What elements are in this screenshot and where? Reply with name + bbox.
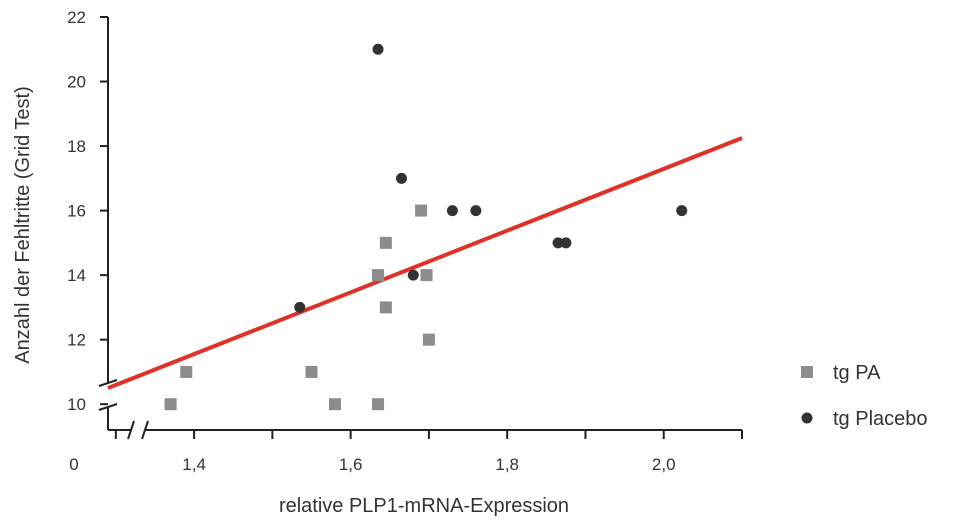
regression-layer xyxy=(107,136,743,390)
y-axis-break-mark xyxy=(98,379,118,387)
legend-label: tg PA xyxy=(833,362,881,384)
data-point-tg-pa xyxy=(180,365,193,378)
data-point-tg-placebo xyxy=(470,205,482,217)
axes: 10 12 14 16 18 20 22 1,4 1,6 1,8 2,0 0 relative PLP1… xyxy=(12,8,743,517)
y-tick-label: 18 xyxy=(67,137,86,156)
data-point-tg-pa xyxy=(305,365,318,378)
data-point-tg-pa xyxy=(379,301,392,314)
x-tick-label: 1,4 xyxy=(182,455,206,474)
y-tick-label: 16 xyxy=(67,202,86,221)
legend-marker xyxy=(801,366,813,378)
legend-label: tg Placebo xyxy=(833,408,928,430)
x-axis-break-mark xyxy=(141,420,149,440)
data-point-tg-placebo xyxy=(552,237,564,249)
x-axis-label: relative PLP1-mRNA-Expression xyxy=(279,495,569,517)
data-point-tg-placebo xyxy=(396,172,408,184)
x-origin-label: 0 xyxy=(69,455,78,474)
data-point-tg-pa xyxy=(372,398,385,411)
legend: tg PA tg Placebo xyxy=(801,362,928,430)
x-tick-label: 2,0 xyxy=(652,455,676,474)
data-point-tg-placebo xyxy=(372,43,384,55)
data-point-tg-pa xyxy=(415,204,428,217)
data-point-tg-placebo xyxy=(294,301,306,313)
y-tick-label: 20 xyxy=(67,73,86,92)
y-tick-label: 10 xyxy=(67,395,86,414)
y-axis-break-mark xyxy=(98,403,118,411)
data-point-tg-placebo xyxy=(407,269,419,281)
data-point-tg-placebo xyxy=(676,205,688,217)
data-point-tg-pa xyxy=(328,398,341,411)
x-tick-label: 1,8 xyxy=(495,455,519,474)
x-axis-break-mark xyxy=(127,420,135,440)
data-point-tg-pa xyxy=(422,333,435,346)
y-tick-label: 14 xyxy=(67,266,86,285)
points-layer xyxy=(164,43,688,411)
data-point-tg-pa xyxy=(379,236,392,249)
data-point-tg-pa xyxy=(164,398,177,411)
x-tick-label: 1,6 xyxy=(339,455,363,474)
data-point-tg-placebo xyxy=(560,237,572,249)
data-point-tg-pa xyxy=(420,269,433,282)
data-point-tg-pa xyxy=(372,269,385,282)
data-point-tg-placebo xyxy=(446,205,458,217)
y-axis-label: Anzahl der Fehltritte (Grid Test) xyxy=(12,86,34,364)
y-tick-label: 22 xyxy=(67,8,86,27)
regression-line xyxy=(107,136,743,390)
y-tick-label: 12 xyxy=(67,331,86,350)
legend-marker xyxy=(801,412,813,424)
